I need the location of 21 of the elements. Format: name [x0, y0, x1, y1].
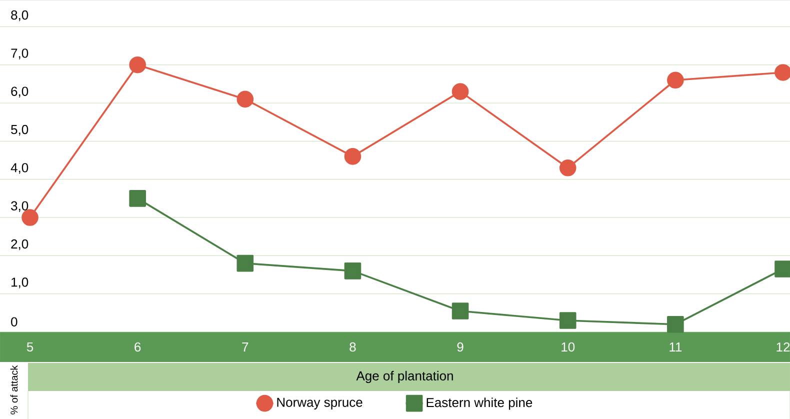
- y-tick-label: 4,0: [10, 163, 28, 174]
- x-tick-label: 8: [350, 342, 356, 352]
- y-tick-label: 1,0: [12, 278, 28, 288]
- x-tick-label: 12: [776, 342, 790, 352]
- y-tick-label: 6,0: [11, 86, 28, 98]
- x-tick-label: 6: [134, 342, 141, 352]
- y-axis-title: % of attack: [10, 365, 18, 414]
- legend-label: Norway spruce: [277, 398, 362, 410]
- y-tick-label: 0: [11, 317, 18, 326]
- y-tick-label: 2,0: [11, 239, 28, 250]
- y-tick-label: 5,0: [11, 124, 28, 136]
- y-tick-label: 7,0: [11, 48, 28, 60]
- x-tick-label: 11: [670, 342, 682, 352]
- x-tick-label: 7: [242, 342, 248, 352]
- x-tick-label: 5: [26, 342, 34, 352]
- x-axis-title: Age of plantation: [356, 370, 453, 384]
- y-tick-label: 8,0: [11, 10, 28, 22]
- x-tick-label: 10: [562, 342, 575, 352]
- y-tick-label: 3,0: [11, 201, 28, 212]
- x-tick-label: 9: [457, 342, 464, 352]
- legend-label: Eastern white pine: [426, 398, 532, 410]
